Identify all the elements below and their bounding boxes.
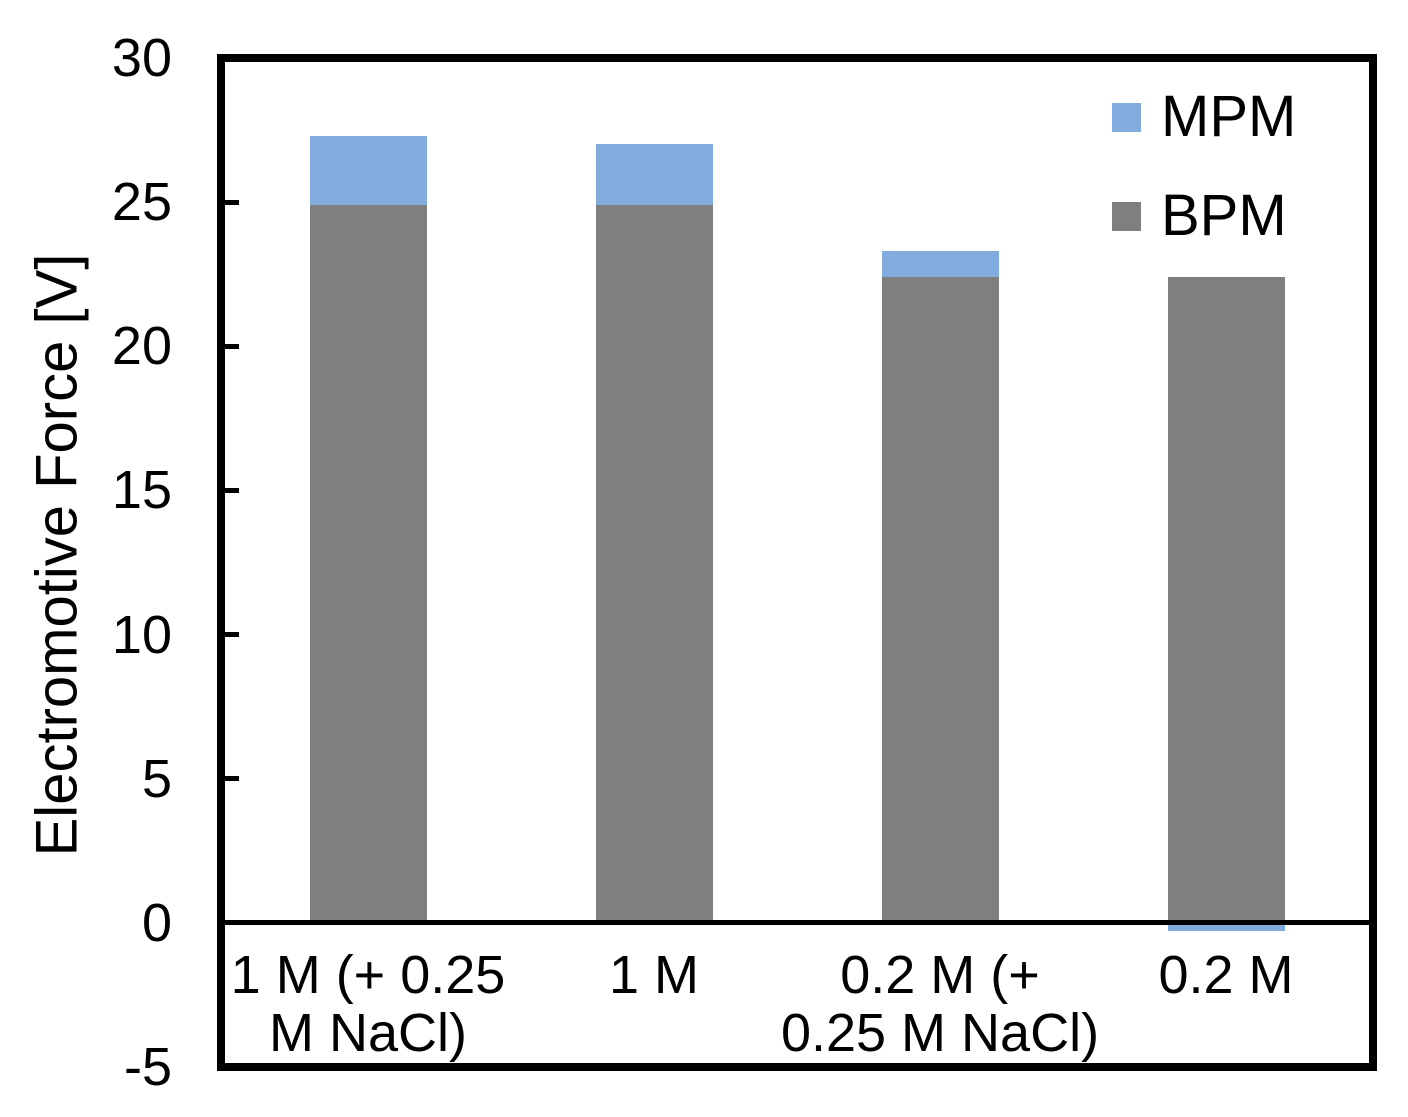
x-tick-label: 0.2 M bbox=[1158, 945, 1294, 1005]
legend-marker-mpm-icon bbox=[1112, 102, 1141, 132]
bar-segment-mpm bbox=[595, 144, 713, 206]
bar-segment-mpm bbox=[309, 135, 427, 206]
y-tick-mark bbox=[225, 776, 239, 782]
y-tick-label: 25 bbox=[111, 172, 172, 233]
y-tick-label: 15 bbox=[111, 460, 172, 521]
bar-segment-mpm bbox=[881, 251, 999, 278]
y-tick-label: 30 bbox=[111, 28, 172, 88]
bar-segment-bpm bbox=[881, 277, 999, 923]
y-tick-mark bbox=[225, 343, 239, 349]
bar-segment-bpm bbox=[595, 205, 713, 923]
legend-entry-mpm: MPM bbox=[1112, 88, 1296, 146]
y-tick-label: -5 bbox=[123, 1037, 172, 1097]
legend-label-bpm: BPM bbox=[1161, 183, 1287, 248]
y-tick-label: 5 bbox=[141, 748, 172, 809]
legend-entry-bpm: BPM bbox=[1112, 187, 1296, 245]
bar-segment-mpm bbox=[1167, 922, 1285, 932]
y-tick-label: 20 bbox=[111, 316, 172, 377]
y-tick-label: 10 bbox=[111, 604, 172, 665]
x-tick-label: 1 M (+ 0.25 M NaCl) bbox=[230, 945, 506, 1063]
x-tick-label: 0.2 M (+ 0.25 M NaCl) bbox=[780, 945, 1100, 1063]
legend-marker-bpm-icon bbox=[1112, 201, 1141, 231]
legend-label-mpm: MPM bbox=[1161, 84, 1297, 149]
y-tick-label: 0 bbox=[141, 892, 172, 953]
bar-segment-bpm bbox=[1167, 277, 1285, 923]
zero-line bbox=[225, 920, 1369, 926]
y-tick-mark bbox=[225, 487, 239, 493]
bar-segment-bpm bbox=[309, 205, 427, 923]
y-tick-mark bbox=[225, 920, 239, 926]
y-tick-mark bbox=[225, 199, 239, 205]
y-tick-mark bbox=[225, 632, 239, 638]
x-tick-label: 1 M bbox=[608, 945, 700, 1005]
legend: MPM BPM bbox=[1112, 88, 1296, 245]
